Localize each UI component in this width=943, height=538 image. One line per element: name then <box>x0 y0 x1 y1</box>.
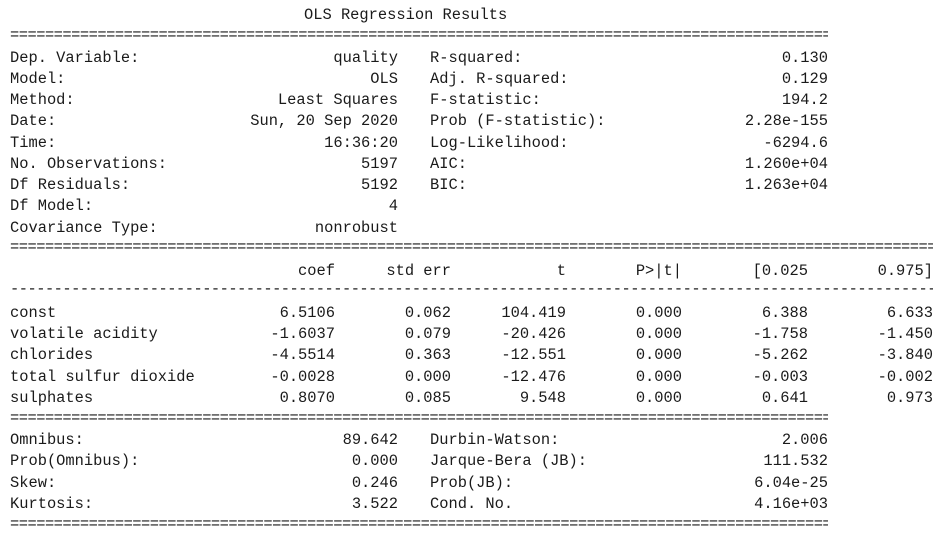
diag-left-label: Kurtosis: <box>10 495 94 513</box>
coef-cell: 6.633 <box>886 304 933 322</box>
coef-header: coef <box>298 262 335 280</box>
coef-cell: -12.551 <box>501 346 566 364</box>
summary-right-value: -6294.6 <box>763 134 828 152</box>
summary-left-label: Date: <box>10 112 57 130</box>
coef-cell: -3.840 <box>877 346 933 364</box>
coef-header: [0.025 <box>752 262 808 280</box>
coef-row-name: const <box>10 304 57 322</box>
summary-right-label: Adj. R-squared: <box>430 70 569 88</box>
diag-left-label: Skew: <box>10 474 57 492</box>
summary-left-value: 5192 <box>361 176 398 194</box>
coef-cell: 0.000 <box>635 368 682 386</box>
coef-cell: 0.000 <box>404 368 451 386</box>
diag-right-value: 111.532 <box>763 452 828 470</box>
summary-left-label: Model: <box>10 70 66 88</box>
coef-cell: -0.003 <box>752 368 808 386</box>
summary-left-value: 4 <box>388 197 398 215</box>
coef-cell: -5.262 <box>752 346 808 364</box>
coef-cell: 0.973 <box>886 389 933 407</box>
coef-cell: 0.085 <box>404 389 451 407</box>
coef-cell: -1.758 <box>752 325 808 343</box>
summary-left-label: Covariance Type: <box>10 219 158 237</box>
diag-right-label: Prob(JB): <box>430 474 514 492</box>
diag-left-label: Prob(Omnibus): <box>10 452 140 470</box>
summary-left-label: Df Model: <box>10 197 94 215</box>
coef-cell: 0.000 <box>635 325 682 343</box>
summary-left-label: Time: <box>10 134 57 152</box>
diag-right-label: Durbin-Watson: <box>430 431 560 449</box>
coef-cell: 0.000 <box>635 346 682 364</box>
diag-right-value: 4.16e+03 <box>754 495 828 513</box>
coef-cell: 0.8070 <box>279 389 335 407</box>
summary-left-label: Df Residuals: <box>10 176 131 194</box>
separator-coef-top: ========================================… <box>10 242 933 252</box>
coef-cell: -0.002 <box>877 368 933 386</box>
summary-right-label: Prob (F-statistic): <box>430 112 606 130</box>
summary-right-value: 194.2 <box>781 91 828 109</box>
table-title: OLS Regression Results <box>304 6 508 24</box>
summary-right-value: 2.28e-155 <box>744 112 828 130</box>
diag-left-value: 0.000 <box>351 452 398 470</box>
coef-cell: -1.450 <box>877 325 933 343</box>
summary-left-value: OLS <box>370 70 398 88</box>
summary-left-value: 5197 <box>361 155 398 173</box>
coef-cell: 0.079 <box>404 325 451 343</box>
coef-header: 0.975] <box>877 262 933 280</box>
separator-bottom: ========================================… <box>10 519 828 529</box>
coef-cell: -1.6037 <box>270 325 335 343</box>
summary-left-label: No. Observations: <box>10 155 168 173</box>
diag-left-label: Omnibus: <box>10 431 84 449</box>
summary-left-label: Dep. Variable: <box>10 49 140 67</box>
coef-cell: 0.641 <box>761 389 808 407</box>
summary-right-value: 1.263e+04 <box>744 176 828 194</box>
coef-row-name: chlorides <box>10 346 94 364</box>
summary-right-label: F-statistic: <box>430 91 541 109</box>
coef-cell: 0.000 <box>635 389 682 407</box>
diag-right-label: Jarque-Bera (JB): <box>430 452 588 470</box>
coef-cell: -20.426 <box>501 325 566 343</box>
coef-row-name: volatile acidity <box>10 325 158 343</box>
diag-left-value: 3.522 <box>351 495 398 513</box>
summary-right-label: BIC: <box>430 176 467 194</box>
diag-right-value: 2.006 <box>781 431 828 449</box>
coef-cell: 104.419 <box>501 304 566 322</box>
diag-left-value: 89.642 <box>342 431 398 449</box>
coef-cell: -12.476 <box>501 368 566 386</box>
diag-left-value: 0.246 <box>351 474 398 492</box>
coef-cell: 0.363 <box>404 346 451 364</box>
coef-cell: 0.062 <box>404 304 451 322</box>
diag-right-value: 6.04e-25 <box>754 474 828 492</box>
coef-row-name: sulphates <box>10 389 94 407</box>
summary-right-label: R-squared: <box>430 49 523 67</box>
summary-left-value: quality <box>333 49 398 67</box>
summary-left-value: Sun, 20 Sep 2020 <box>250 112 398 130</box>
separator-coef-header: ----------------------------------------… <box>10 284 933 294</box>
summary-right-value: 0.130 <box>781 49 828 67</box>
separator-diag-top: ========================================… <box>10 413 828 423</box>
summary-right-label: AIC: <box>430 155 467 173</box>
summary-right-value: 1.260e+04 <box>744 155 828 173</box>
coef-cell: 6.388 <box>761 304 808 322</box>
summary-right-label: Log-Likelihood: <box>430 134 569 152</box>
coef-header: P>|t| <box>635 262 682 280</box>
coef-header: std err <box>386 262 451 280</box>
coef-row-name: total sulfur dioxide <box>10 368 195 386</box>
coef-cell: 6.5106 <box>279 304 335 322</box>
coef-cell: 9.548 <box>519 389 566 407</box>
summary-left-value: nonrobust <box>314 219 398 237</box>
summary-left-value: 16:36:20 <box>324 134 398 152</box>
coef-header: t <box>556 262 566 280</box>
coef-cell: -4.5514 <box>270 346 335 364</box>
summary-left-value: Least Squares <box>277 91 398 109</box>
summary-left-label: Method: <box>10 91 75 109</box>
diag-right-label: Cond. No. <box>430 495 514 513</box>
summary-right-value: 0.129 <box>781 70 828 88</box>
coef-cell: -0.0028 <box>270 368 335 386</box>
separator-top: ========================================… <box>10 30 828 40</box>
coef-cell: 0.000 <box>635 304 682 322</box>
